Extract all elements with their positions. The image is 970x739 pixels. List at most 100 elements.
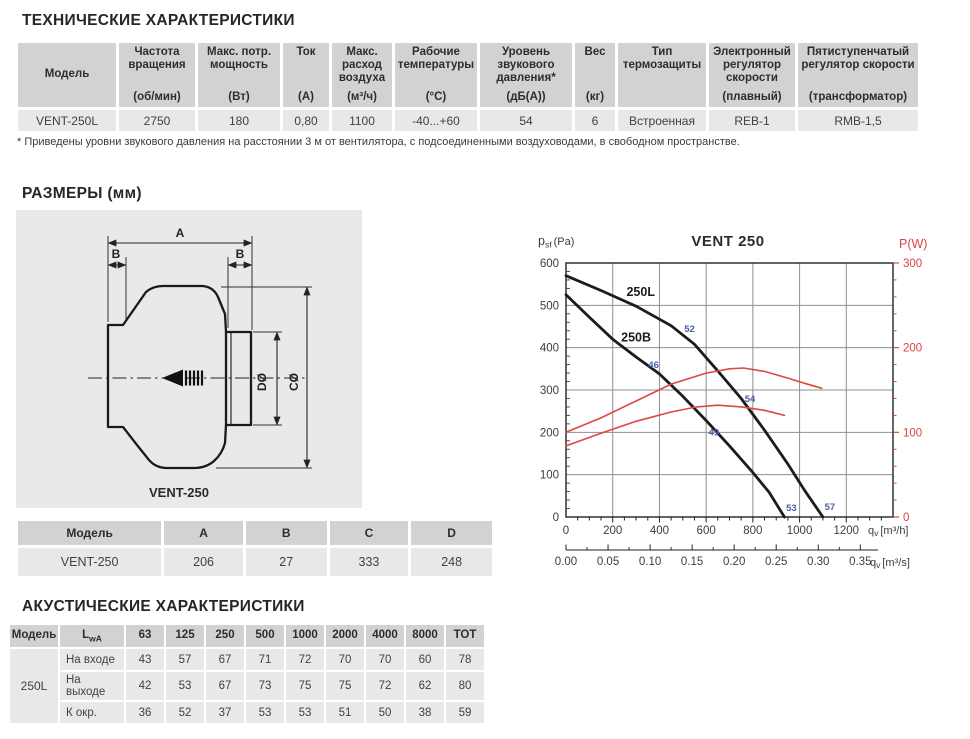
- svg-text:46: 46: [648, 360, 659, 371]
- acoustic-row-label: К окр.: [60, 702, 124, 724]
- svg-text:200: 200: [903, 343, 922, 355]
- svg-text:800: 800: [743, 525, 762, 537]
- svg-text:52: 52: [684, 324, 695, 335]
- svg-text:0.30: 0.30: [807, 556, 829, 568]
- tech-col-temp: Рабочие температуры (°С): [395, 43, 477, 107]
- dimension-arrows: [107, 239, 311, 469]
- acoustic-cell: 75: [286, 672, 324, 701]
- tech-cell-temp: -40...+60: [395, 110, 477, 131]
- svg-text:49: 49: [709, 428, 720, 439]
- acoustic-col-8000: 8000: [406, 625, 444, 648]
- tech-section-title: ТЕХНИЧЕСКИЕ ХАРАКТЕРИСТИКИ: [22, 12, 295, 29]
- dim-label-b-right: B: [236, 247, 245, 261]
- tech-cell-power: 180: [198, 110, 280, 131]
- acoustic-cell: 62: [406, 672, 444, 701]
- svg-text:300: 300: [903, 258, 922, 270]
- acoustic-col-63: 63: [126, 625, 164, 648]
- dim-label-d: DØ: [255, 373, 269, 391]
- svg-text:0.10: 0.10: [639, 556, 661, 568]
- right-axis-label: P(W): [899, 237, 927, 251]
- dims-cell-d: 248: [411, 548, 492, 576]
- svg-text:200: 200: [603, 525, 622, 537]
- tech-col-noise: Уровень звукового давления* (дБ(А)): [480, 43, 572, 107]
- acoustic-cell: 42: [126, 672, 164, 701]
- left-axis-label: psf (Pa): [538, 234, 574, 250]
- tech-header-row: Модель Частота вращения (об/мин) Макс. по…: [18, 43, 918, 107]
- svg-text:0.35: 0.35: [849, 556, 871, 568]
- dims-cell-c: 333: [329, 548, 409, 576]
- svg-text:0.05: 0.05: [597, 556, 619, 568]
- svg-text:0.20: 0.20: [723, 556, 745, 568]
- svg-text:0.15: 0.15: [681, 556, 703, 568]
- airflow-arrow-icon: [162, 369, 183, 387]
- chart-title: VENT 250: [691, 233, 764, 250]
- acoustic-cell: 60: [406, 649, 444, 671]
- dim-label-b-left: B: [112, 247, 121, 261]
- tech-cell-current: 0,80: [283, 110, 329, 131]
- x-axis2-unit-label: qv [m³/s]: [870, 557, 910, 570]
- svg-text:57: 57: [825, 502, 836, 513]
- svg-text:500: 500: [540, 300, 559, 312]
- svg-text:400: 400: [650, 525, 669, 537]
- dim-label-c: CØ: [287, 373, 301, 391]
- acoustic-model-cell: 250L: [10, 649, 58, 724]
- acoustic-cell: 57: [166, 649, 204, 671]
- acoustic-cell: 71: [246, 649, 284, 671]
- acoustic-col-250: 250: [206, 625, 244, 648]
- svg-text:100: 100: [540, 470, 559, 482]
- dims-data-row: VENT-250 206 27 333 248: [18, 548, 492, 576]
- acoustic-cell: 38: [406, 702, 444, 724]
- acoustic-cell: 70: [366, 649, 404, 671]
- svg-text:0.25: 0.25: [765, 556, 787, 568]
- svg-text:400: 400: [540, 343, 559, 355]
- svg-text:1000: 1000: [787, 525, 813, 537]
- acoustic-cell: 67: [206, 649, 244, 671]
- acoustic-cell: 53: [166, 672, 204, 701]
- acoustic-header-row: Модель LwA 63 125 250 500 1000 2000 4000…: [10, 625, 484, 648]
- dims-header-row: Модель A B C D: [18, 521, 492, 545]
- acoustic-col-1000: 1000: [286, 625, 324, 648]
- dims-col-b: B: [245, 521, 327, 545]
- svg-text:0: 0: [553, 512, 559, 524]
- acoustic-cell: 70: [326, 649, 364, 671]
- dims-cell-b: 27: [245, 548, 327, 576]
- svg-text:250B: 250B: [621, 330, 651, 344]
- dims-cell-a: 206: [164, 548, 243, 576]
- acoustic-col-125: 125: [166, 625, 204, 648]
- acoustic-cell: 37: [206, 702, 244, 724]
- acoustic-row-surround: К окр. 36 52 37 53 53 51 50 38 59: [10, 702, 484, 724]
- svg-text:54: 54: [745, 394, 756, 405]
- dimensions-table: Модель A B C D VENT-250 206 27 333 248: [15, 518, 495, 579]
- sound-pressure-footnote: * Приведены уровни звукового давления на…: [17, 136, 740, 148]
- tech-col-thermal: Тип термозащиты: [618, 43, 706, 107]
- drawing-caption: VENT-250: [149, 485, 209, 500]
- dimensions-section-title: РАЗМЕРЫ (мм): [22, 185, 142, 202]
- acoustic-cell: 59: [446, 702, 484, 724]
- acoustic-cell: 52: [166, 702, 204, 724]
- tech-col-speed: Частота вращения (об/мин): [119, 43, 195, 107]
- acoustic-cell: 36: [126, 702, 164, 724]
- acoustic-cell: 80: [446, 672, 484, 701]
- tech-col-regulator-step: Пятиступенчатый регулятор скорости (транс…: [798, 43, 918, 107]
- svg-text:250L: 250L: [626, 285, 655, 299]
- fan-dimension-drawing: A B B DØ CØ VENT-250: [16, 210, 362, 508]
- tech-table: Модель Частота вращения (об/мин) Макс. по…: [15, 40, 921, 134]
- acoustic-section-title: АКУСТИЧЕСКИЕ ХАРАКТЕРИСТИКИ: [22, 598, 305, 615]
- tech-cell-model: VENT-250L: [18, 110, 116, 131]
- dims-col-a: A: [164, 521, 243, 545]
- airflow-hatch: [184, 370, 204, 386]
- acoustic-col-model: Модель: [10, 625, 58, 648]
- acoustic-row-inlet: 250L На входе 43 57 67 71 72 70 70 60 78: [10, 649, 484, 724]
- acoustic-row-label: На выходе: [60, 672, 124, 701]
- acoustic-col-2000: 2000: [326, 625, 364, 648]
- fan-body-outline: [106, 284, 253, 470]
- x-axis-unit-label: qv [m³/h]: [868, 525, 909, 538]
- drawing-panel: [16, 210, 362, 508]
- tech-col-weight: Вес (кг): [575, 43, 615, 107]
- acoustic-cell: 78: [446, 649, 484, 671]
- acoustic-cell: 53: [246, 702, 284, 724]
- acoustic-col-lwa: LwA: [60, 625, 124, 648]
